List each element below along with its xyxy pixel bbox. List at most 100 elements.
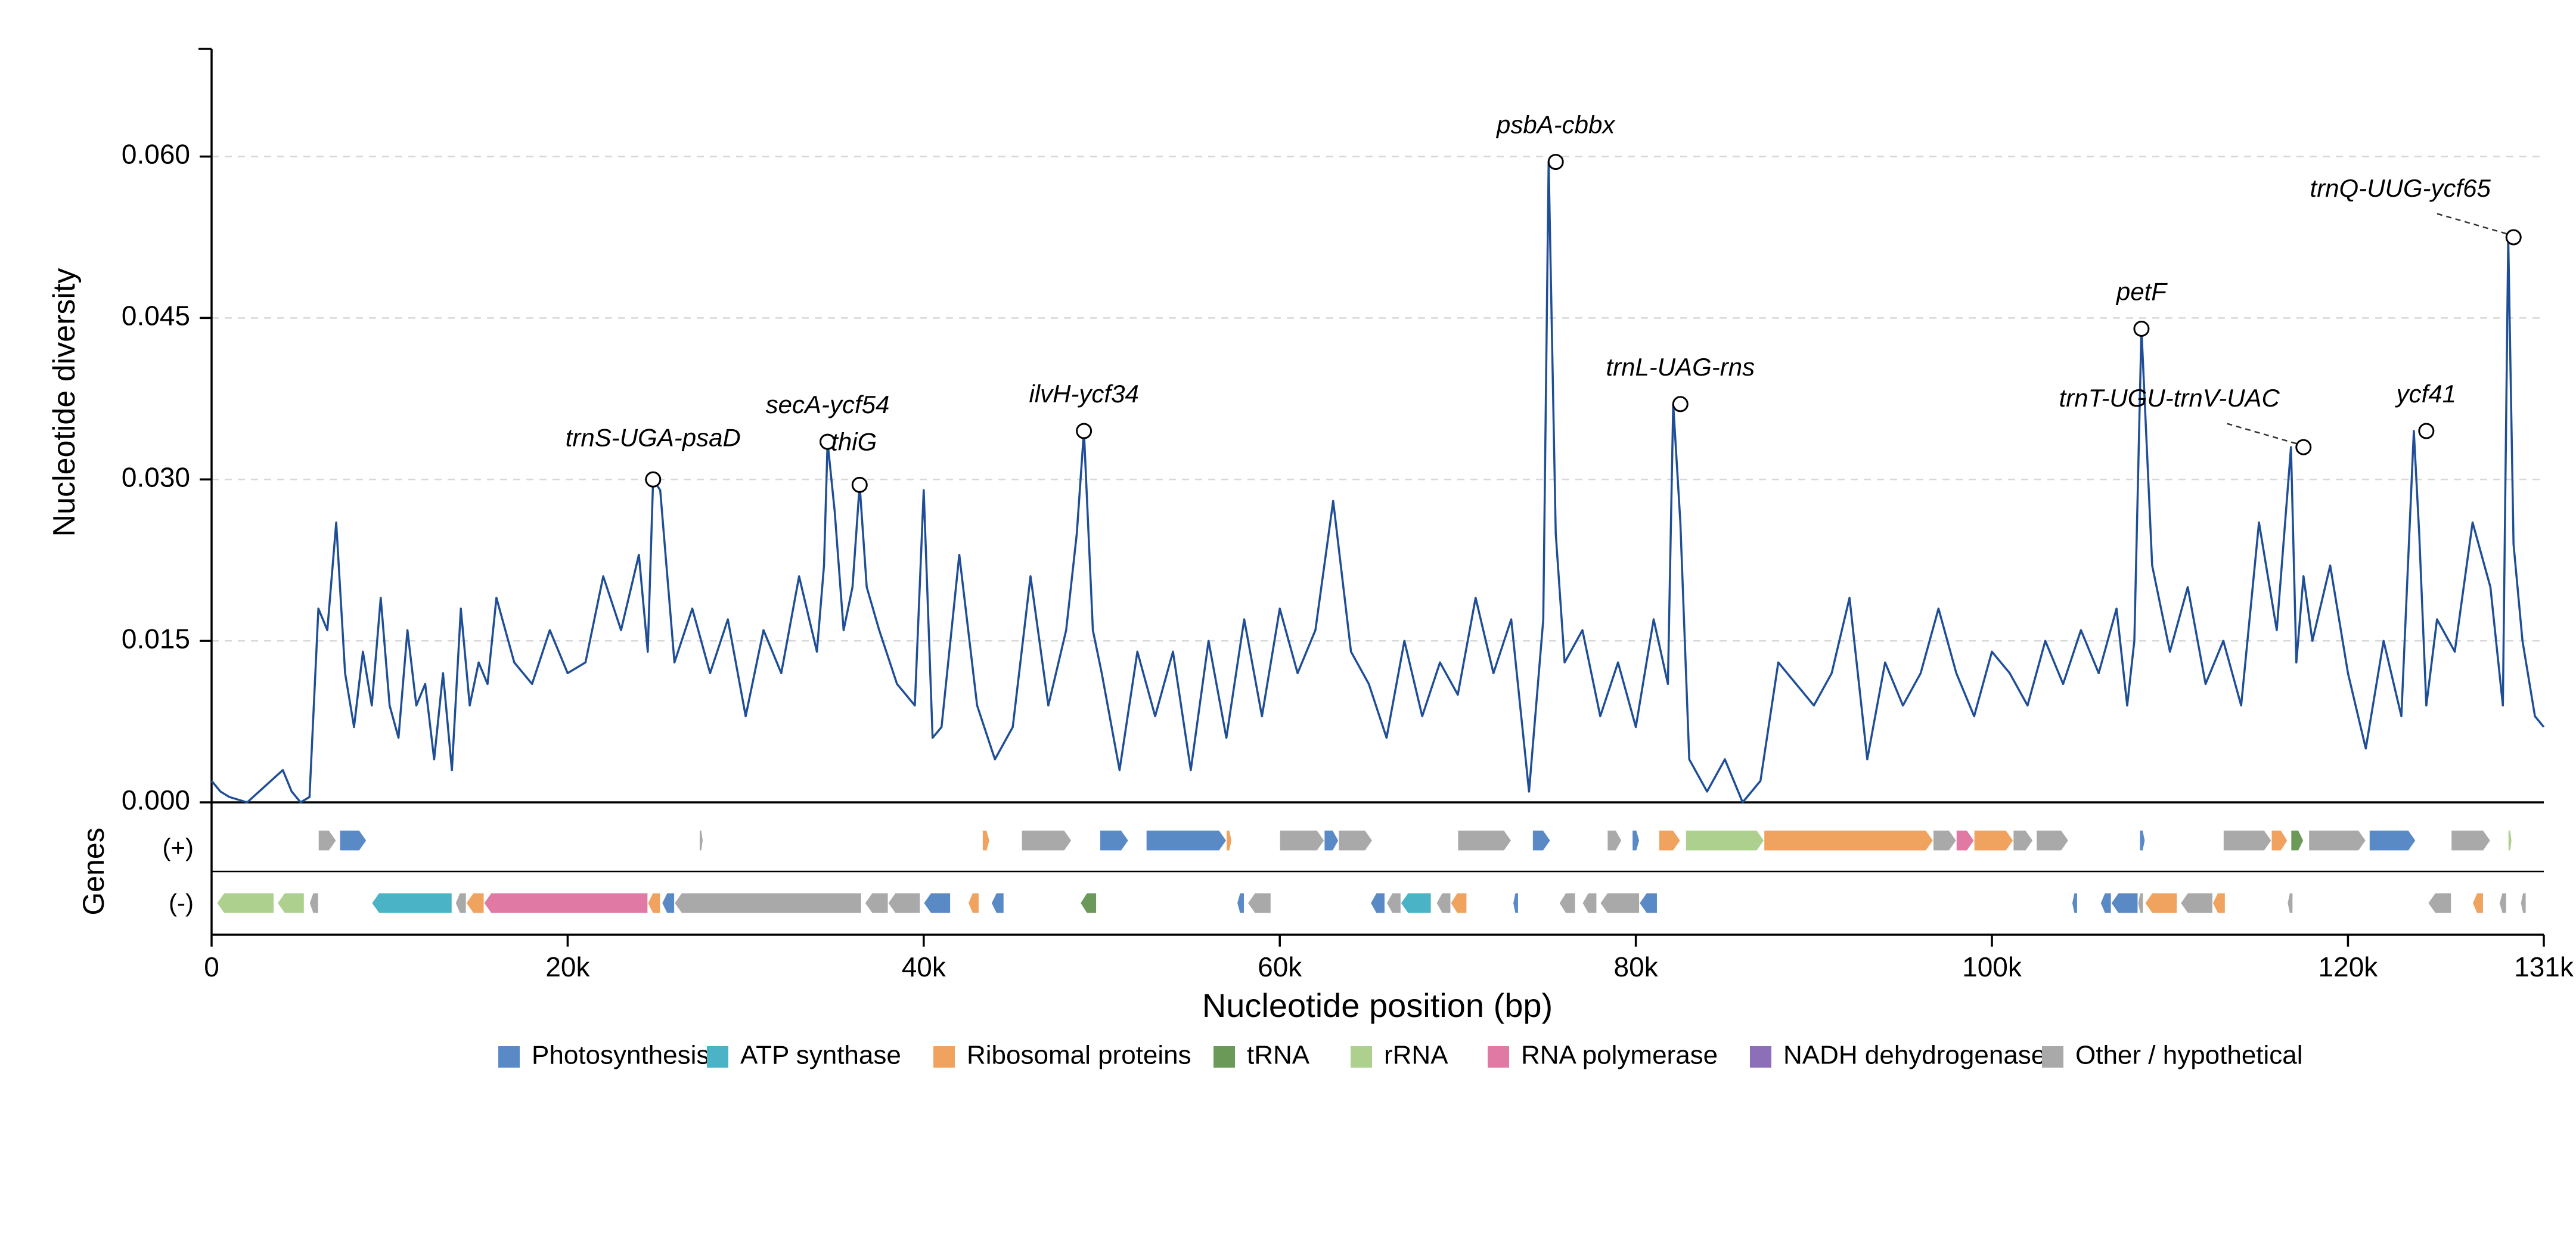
gene-minus-23 (1512, 892, 1519, 914)
gene-minus-17 (1247, 892, 1271, 914)
gene-plus-13 (1607, 830, 1622, 851)
line-layer (210, 160, 2545, 804)
peak-label-4: psbA-cbbx (1495, 111, 1616, 139)
gene-minus-22 (1450, 892, 1467, 914)
gene-minus-25 (1582, 892, 1597, 914)
peak-label-6: petF (2115, 277, 2168, 305)
gene-minus-28 (2071, 892, 2078, 914)
gene-plus-23 (2139, 830, 2146, 851)
gene-minus-8 (662, 892, 675, 914)
peak-marker-8 (2418, 423, 2435, 439)
gene-plus-14 (1632, 830, 1640, 851)
peak-label-5: trnL-UAG-rns (1606, 353, 1755, 381)
gene-plus-20 (1973, 830, 2014, 851)
label-layer: Nucleotide diversity Genes (+) (-) Nucle… (47, 268, 1553, 1024)
gene-plus-16 (1685, 830, 1765, 851)
gene-minus-5 (465, 892, 485, 914)
legend-label-6: NADH dehydrogenase (1783, 1041, 2046, 1070)
strand-plus-label: (+) (163, 833, 194, 861)
legend-swatch-7 (2042, 1046, 2063, 1068)
gene-minus-37 (2472, 892, 2484, 914)
peak-marker-4 (1547, 154, 1564, 170)
gene-minus-20 (1400, 892, 1432, 914)
peak-marker-0 (645, 471, 662, 488)
gene-plus-2 (699, 830, 703, 851)
gene-plus-9 (1324, 830, 1339, 851)
peak-marker-2 (851, 476, 868, 493)
gene-minus-38 (2499, 892, 2507, 914)
gene-minus-34 (2212, 892, 2226, 914)
gene-plus-1 (339, 830, 367, 851)
peak-label-2: thiG (831, 427, 877, 455)
strand-minus-label: (-) (169, 889, 194, 917)
gene-plus-4 (1021, 830, 1072, 851)
peak-label-1: secA-ycf54 (766, 390, 890, 418)
gene-plus-24 (2223, 830, 2272, 851)
gene-minus-39 (2520, 892, 2527, 914)
gene-minus-35 (2287, 892, 2293, 914)
gene-minus-21 (1436, 892, 1451, 914)
peak-marker-9 (2505, 229, 2522, 246)
gene-minus-12 (923, 892, 951, 914)
gene-plus-19 (1956, 830, 1975, 851)
marker-layer: trnS-UGA-psaD secA-ycf54 thiG ilvH-ycf34 psb… (566, 111, 2522, 493)
gene-minus-15 (1080, 892, 1097, 914)
gene-minus-29 (2100, 892, 2112, 914)
gene-minus-9 (674, 892, 862, 914)
y-tick-label-3: 0.045 (122, 300, 190, 331)
peak-marker-7 (2295, 439, 2312, 455)
gene-minus-13 (967, 892, 979, 914)
legend-swatch-6 (1750, 1046, 1771, 1068)
gene-minus-18 (1370, 892, 1385, 914)
gene-plus-30 (2507, 830, 2512, 851)
x-tick-label-3: 60k (1258, 951, 1302, 982)
gene-minus-3 (371, 892, 452, 914)
gene-plus-22 (2036, 830, 2069, 851)
gene-minus-24 (1559, 892, 1576, 914)
y-tick-label-1: 0.015 (122, 623, 190, 654)
peak-label-9: trnQ-UUG-ycf65 (2310, 174, 2491, 202)
annotation-leader-9 (2435, 212, 2507, 235)
peak-label-7: trnT-UGU-trnV-UAC (2059, 384, 2280, 412)
peak-label-8: ycf41 (2395, 380, 2456, 408)
peak-label-0: trnS-UGA-psaD (566, 423, 741, 451)
gene-plus-12 (1532, 830, 1551, 851)
gene-minus-30 (2111, 892, 2139, 914)
gene-plus-15 (1658, 830, 1681, 851)
y-tick-label-2: 0.030 (122, 461, 190, 492)
gene-minus-27 (1638, 892, 1658, 914)
legend-swatch-1 (707, 1046, 728, 1068)
legend-swatch-4 (1351, 1046, 1372, 1068)
genes-track-label: Genes (77, 827, 110, 915)
gene-plus-5 (1100, 830, 1129, 851)
gene-plus-21 (2013, 830, 2034, 851)
gene-minus-4 (455, 892, 467, 914)
gene-minus-33 (2180, 892, 2213, 914)
legend: Photosynthesis ATP synthase Ribosomal prot… (498, 1041, 2303, 1070)
legend-label-1: ATP synthase (740, 1041, 901, 1070)
legend-label-4: rRNA (1384, 1041, 1448, 1070)
gene-plus-8 (1279, 830, 1325, 851)
x-tick-label-0: 0 (204, 951, 219, 982)
legend-swatch-0 (498, 1046, 520, 1068)
x-tick-label-5: 100k (1962, 951, 2022, 982)
gene-minus-11 (887, 892, 921, 914)
gene-plus-17 (1764, 830, 1934, 851)
legend-swatch-3 (1213, 1046, 1235, 1068)
gene-plus-10 (1338, 830, 1373, 851)
gene-plus-25 (2271, 830, 2288, 851)
annotation-leader-7 (2226, 422, 2297, 445)
legend-swatch-5 (1488, 1046, 1509, 1068)
gene-plus-29 (2451, 830, 2491, 851)
x-tick-label-7: 131k (2514, 951, 2574, 982)
gene-minus-7 (647, 892, 661, 914)
gene-minus-19 (1386, 892, 1401, 914)
gene-minus-26 (1600, 892, 1640, 914)
gene-plus-0 (318, 830, 337, 851)
axis-layer: 0.000 0.015 0.030 0.045 0.060 0 20k 40k 60k 80k 10… (122, 48, 2574, 982)
peak-marker-5 (1672, 396, 1689, 413)
grid-layer (212, 156, 2544, 642)
x-axis-label: Nucleotide position (bp) (1202, 987, 1553, 1024)
y-tick-label-4: 0.060 (122, 139, 190, 170)
